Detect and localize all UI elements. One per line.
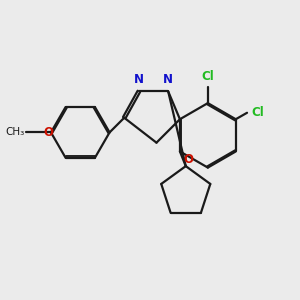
Text: Cl: Cl [202, 70, 214, 83]
Text: Cl: Cl [251, 106, 264, 119]
Text: N: N [134, 73, 144, 86]
Text: O: O [183, 153, 193, 166]
Text: O: O [43, 126, 53, 139]
Text: N: N [163, 73, 173, 86]
Text: CH₃: CH₃ [5, 128, 25, 137]
